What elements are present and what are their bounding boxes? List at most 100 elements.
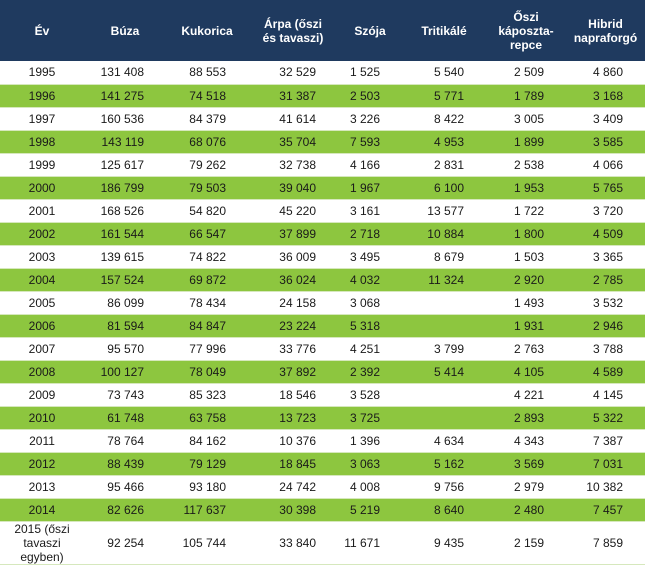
table-row: 2007 95 570 77 996 33 776 4 251 3 799 2 763 3 7… xyxy=(0,337,645,361)
wheat-cell: 100 127 xyxy=(84,360,166,384)
soy-cell: 5 318 xyxy=(338,314,402,338)
wheat-cell: 82 626 xyxy=(84,498,166,522)
corn-cell: 78 434 xyxy=(166,291,248,315)
table-row: 2004 157 524 69 872 36 024 4 032 11 324 2 920 2… xyxy=(0,268,645,292)
barley-cell: 32 529 xyxy=(248,61,338,85)
year-cell: 2003 xyxy=(0,245,84,269)
table-row: 2014 82 626 117 637 30 398 5 219 8 640 2 480 7 … xyxy=(0,498,645,522)
triticale-cell: 8 422 xyxy=(402,107,486,131)
wheat-cell: 160 536 xyxy=(84,107,166,131)
corn-cell: 93 180 xyxy=(166,475,248,499)
sunflower-cell: 7 859 xyxy=(566,521,645,565)
header-barley: Árpa (őszi és tavaszi) xyxy=(262,16,324,45)
sunflower-cell: 4 145 xyxy=(566,383,645,407)
soy-cell: 3 063 xyxy=(338,452,402,476)
table-row: 1995 131 408 88 553 32 529 1 525 5 540 2 509 4 … xyxy=(0,61,645,85)
wheat-cell: 161 544 xyxy=(84,222,166,246)
soy-cell: 1 525 xyxy=(338,61,402,85)
sunflower-cell: 3 168 xyxy=(566,84,645,108)
triticale-cell: 10 884 xyxy=(402,222,486,246)
rapeseed-cell: 1 899 xyxy=(486,130,566,154)
soy-cell: 4 008 xyxy=(338,475,402,499)
soy-cell: 1 967 xyxy=(338,176,402,200)
sunflower-cell: 5 765 xyxy=(566,176,645,200)
corn-cell: 74 518 xyxy=(166,84,248,108)
header-year: Év xyxy=(34,23,50,38)
corn-cell: 63 758 xyxy=(166,406,248,430)
corn-cell: 79 262 xyxy=(166,153,248,177)
table-row: 2013 95 466 93 180 24 742 4 008 9 756 2 979 10 … xyxy=(0,475,645,499)
table-body: 1995 131 408 88 553 32 529 1 525 5 540 2 509 4 … xyxy=(0,61,645,565)
table-row: 2011 78 764 84 162 10 376 1 396 4 634 4 343 7 3… xyxy=(0,429,645,453)
year-cell: 2008 xyxy=(0,360,84,384)
corn-cell: 79 129 xyxy=(166,452,248,476)
triticale-cell: 5 414 xyxy=(402,360,486,384)
year-cell: 2006 xyxy=(0,314,84,338)
triticale-cell: 3 799 xyxy=(402,337,486,361)
table-row: 2015 (őszi tavaszi egyben) 92 254 105 744 3… xyxy=(0,521,645,565)
wheat-cell: 81 594 xyxy=(84,314,166,338)
soy-cell: 4 166 xyxy=(338,153,402,177)
barley-cell: 36 024 xyxy=(248,268,338,292)
soy-cell: 11 671 xyxy=(338,521,402,565)
rapeseed-cell: 1 722 xyxy=(486,199,566,223)
corn-cell: 84 379 xyxy=(166,107,248,131)
corn-cell: 54 820 xyxy=(166,199,248,223)
header-sunflower: Hibrid napraforgó xyxy=(573,16,638,45)
year-cell: 2012 xyxy=(0,452,84,476)
corn-cell: 105 744 xyxy=(166,521,248,565)
barley-cell: 45 220 xyxy=(248,199,338,223)
rapeseed-cell: 2 538 xyxy=(486,153,566,177)
triticale-cell: 11 324 xyxy=(402,268,486,292)
table-row: 1999 125 617 79 262 32 738 4 166 2 831 2 538 4 … xyxy=(0,153,645,177)
sunflower-cell: 3 365 xyxy=(566,245,645,269)
sunflower-cell: 7 457 xyxy=(566,498,645,522)
sunflower-cell: 5 322 xyxy=(566,406,645,430)
rapeseed-cell: 2 480 xyxy=(486,498,566,522)
rapeseed-cell: 4 105 xyxy=(486,360,566,384)
corn-cell: 74 822 xyxy=(166,245,248,269)
header-row: Év Búza Kukorica Árpa (őszi és tavaszi) … xyxy=(0,0,645,61)
table-row: 1997 160 536 84 379 41 614 3 226 8 422 3 005 3 … xyxy=(0,107,645,131)
sunflower-cell: 4 509 xyxy=(566,222,645,246)
barley-cell: 31 387 xyxy=(248,84,338,108)
wheat-cell: 168 526 xyxy=(84,199,166,223)
rapeseed-cell: 1 493 xyxy=(486,291,566,315)
rapeseed-cell: 2 763 xyxy=(486,337,566,361)
wheat-cell: 141 275 xyxy=(84,84,166,108)
table-row: 1996 141 275 74 518 31 387 2 503 5 771 1 789 3 … xyxy=(0,84,645,108)
wheat-cell: 78 764 xyxy=(84,429,166,453)
corn-cell: 68 076 xyxy=(166,130,248,154)
barley-cell: 36 009 xyxy=(248,245,338,269)
soy-cell: 7 593 xyxy=(338,130,402,154)
year-cell: 1997 xyxy=(0,107,84,131)
sunflower-cell: 2 946 xyxy=(566,314,645,338)
year-cell: 2013 xyxy=(0,475,84,499)
sunflower-cell: 3 788 xyxy=(566,337,645,361)
table-row: 2001 168 526 54 820 45 220 3 161 13 577 1 722 3… xyxy=(0,199,645,223)
barley-cell: 30 398 xyxy=(248,498,338,522)
barley-cell: 41 614 xyxy=(248,107,338,131)
sunflower-cell: 3 409 xyxy=(566,107,645,131)
soy-cell: 3 068 xyxy=(338,291,402,315)
soy-cell: 2 718 xyxy=(338,222,402,246)
soy-cell: 4 032 xyxy=(338,268,402,292)
rapeseed-cell: 2 893 xyxy=(486,406,566,430)
wheat-cell: 143 119 xyxy=(84,130,166,154)
triticale-cell: 9 435 xyxy=(402,521,486,565)
soy-cell: 4 251 xyxy=(338,337,402,361)
rapeseed-cell: 1 800 xyxy=(486,222,566,246)
header-soy: Szója xyxy=(354,23,386,38)
rapeseed-cell: 2 509 xyxy=(486,61,566,85)
triticale-cell: 4 953 xyxy=(402,130,486,154)
year-cell: 2010 xyxy=(0,406,84,430)
rapeseed-cell: 2 979 xyxy=(486,475,566,499)
rapeseed-cell: 3 569 xyxy=(486,452,566,476)
sunflower-cell: 4 589 xyxy=(566,360,645,384)
soy-cell: 3 226 xyxy=(338,107,402,131)
table-row: 2009 73 743 85 323 18 546 3 528 4 221 4 145 xyxy=(0,383,645,407)
header-corn: Kukorica xyxy=(181,23,233,38)
year-cell: 2001 xyxy=(0,199,84,223)
triticale-cell: 5 771 xyxy=(402,84,486,108)
triticale-cell: 5 540 xyxy=(402,61,486,85)
